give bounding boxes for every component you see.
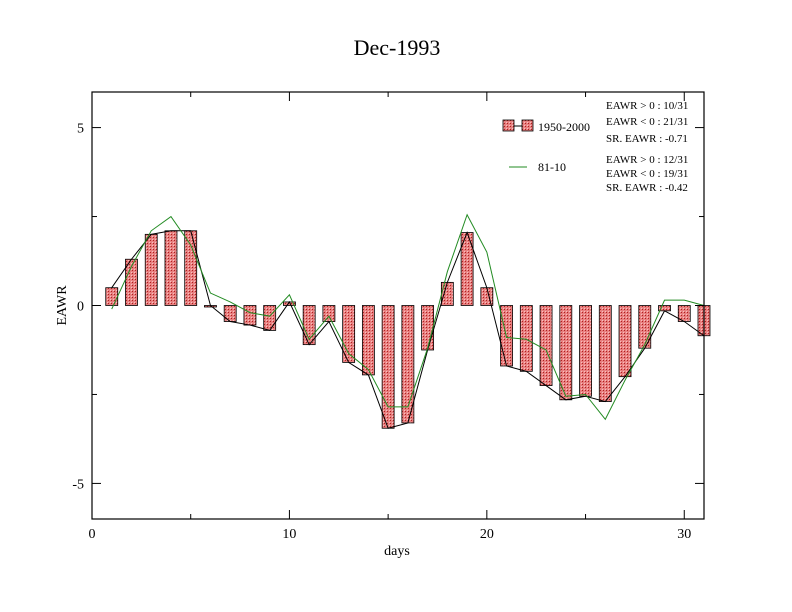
bar-day-23 [539, 305, 553, 386]
axis-ticks: 0 10 20 30 -5 0 5 [72, 92, 704, 542]
series-line-1950-2000 [111, 230, 705, 429]
bar-day-16 [401, 305, 415, 424]
y-axis-label: EAWR [55, 285, 70, 326]
series-line-81-10 [111, 213, 705, 421]
plot-area [105, 213, 711, 429]
x-tick-label-0: 0 [89, 527, 96, 542]
stats-block-81-10: EAWR > 0 : 12/31 EAWR < 0 : 19/31 SR. EA… [606, 154, 688, 194]
bar-day-27 [618, 305, 632, 378]
bar-day-7 [223, 305, 237, 322]
stat-negative-1: EAWR < 0 : 21/31 [606, 116, 688, 128]
bar-day-12 [322, 305, 336, 322]
bar-day-15 [381, 305, 395, 429]
y-tick-label--5: -5 [72, 477, 84, 492]
legend-label-1950-2000: 1950-2000 [538, 120, 590, 134]
y-tick-label-0: 0 [77, 300, 84, 315]
stat-sr-1: SR. EAWR : -0.71 [606, 133, 688, 145]
bar-day-3 [144, 233, 158, 306]
stats-block-1950-2000: EAWR > 0 : 10/31 EAWR < 0 : 21/31 SR. EA… [606, 100, 688, 145]
stat-positive-2: EAWR > 0 : 12/31 [606, 154, 688, 166]
bar-day-5 [184, 230, 198, 306]
x-tick-label-20: 20 [480, 527, 494, 542]
bar-day-17 [421, 305, 435, 351]
stat-positive-1: EAWR > 0 : 10/31 [606, 100, 688, 112]
stat-negative-2: EAWR < 0 : 19/31 [606, 168, 688, 180]
bar-day-26 [598, 305, 612, 402]
bar-day-4 [164, 230, 178, 306]
chart-title: Dec-1993 [354, 35, 441, 60]
x-tick-label-10: 10 [282, 527, 296, 542]
bar-day-9 [263, 305, 277, 331]
bar-day-22 [519, 305, 533, 372]
legend-label-81-10: 81-10 [538, 160, 566, 174]
bar-day-28 [638, 305, 652, 349]
bar-day-8 [243, 305, 257, 326]
y-tick-label-5: 5 [77, 122, 84, 137]
bar-day-25 [579, 305, 592, 397]
bar-day-14 [361, 305, 375, 376]
stat-sr-2: SR. EAWR : -0.42 [606, 182, 688, 194]
bar-day-18 [440, 281, 454, 306]
legend: 1950-2000 81-10 [502, 119, 590, 174]
legend-bar-swatch-left [502, 119, 515, 132]
x-tick-label-30: 30 [677, 527, 691, 542]
legend-bar-swatch-right [521, 119, 534, 132]
bar-day-1 [105, 287, 119, 306]
x-axis-label: days [384, 544, 410, 559]
